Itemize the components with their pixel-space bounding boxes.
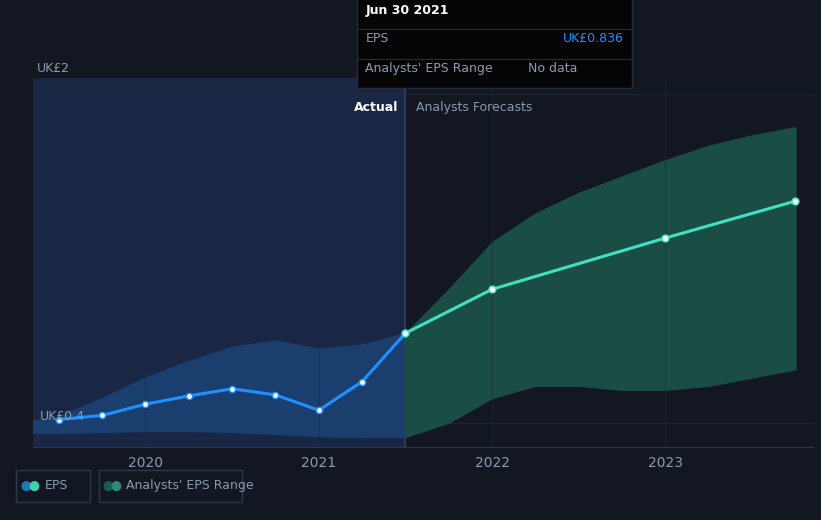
Text: Jun 30 2021: Jun 30 2021 <box>365 4 449 17</box>
Text: Analysts' EPS Range: Analysts' EPS Range <box>365 62 493 75</box>
Text: Analysts' EPS Range: Analysts' EPS Range <box>126 479 254 492</box>
Text: ⬤: ⬤ <box>28 480 39 491</box>
Text: Analysts Forecasts: Analysts Forecasts <box>416 100 532 113</box>
Text: UK£0.836: UK£0.836 <box>563 32 624 45</box>
Text: EPS: EPS <box>365 32 388 45</box>
Text: Actual: Actual <box>354 100 398 113</box>
Text: ⬤: ⬤ <box>21 480 32 491</box>
Text: ⬤: ⬤ <box>103 480 114 491</box>
Bar <box>33 78 406 447</box>
Text: No data: No data <box>528 62 577 75</box>
Text: UK£2: UK£2 <box>37 62 70 75</box>
Text: EPS: EPS <box>44 479 67 492</box>
Text: UK£0.4: UK£0.4 <box>39 410 85 423</box>
Text: ⬤: ⬤ <box>110 480 122 491</box>
